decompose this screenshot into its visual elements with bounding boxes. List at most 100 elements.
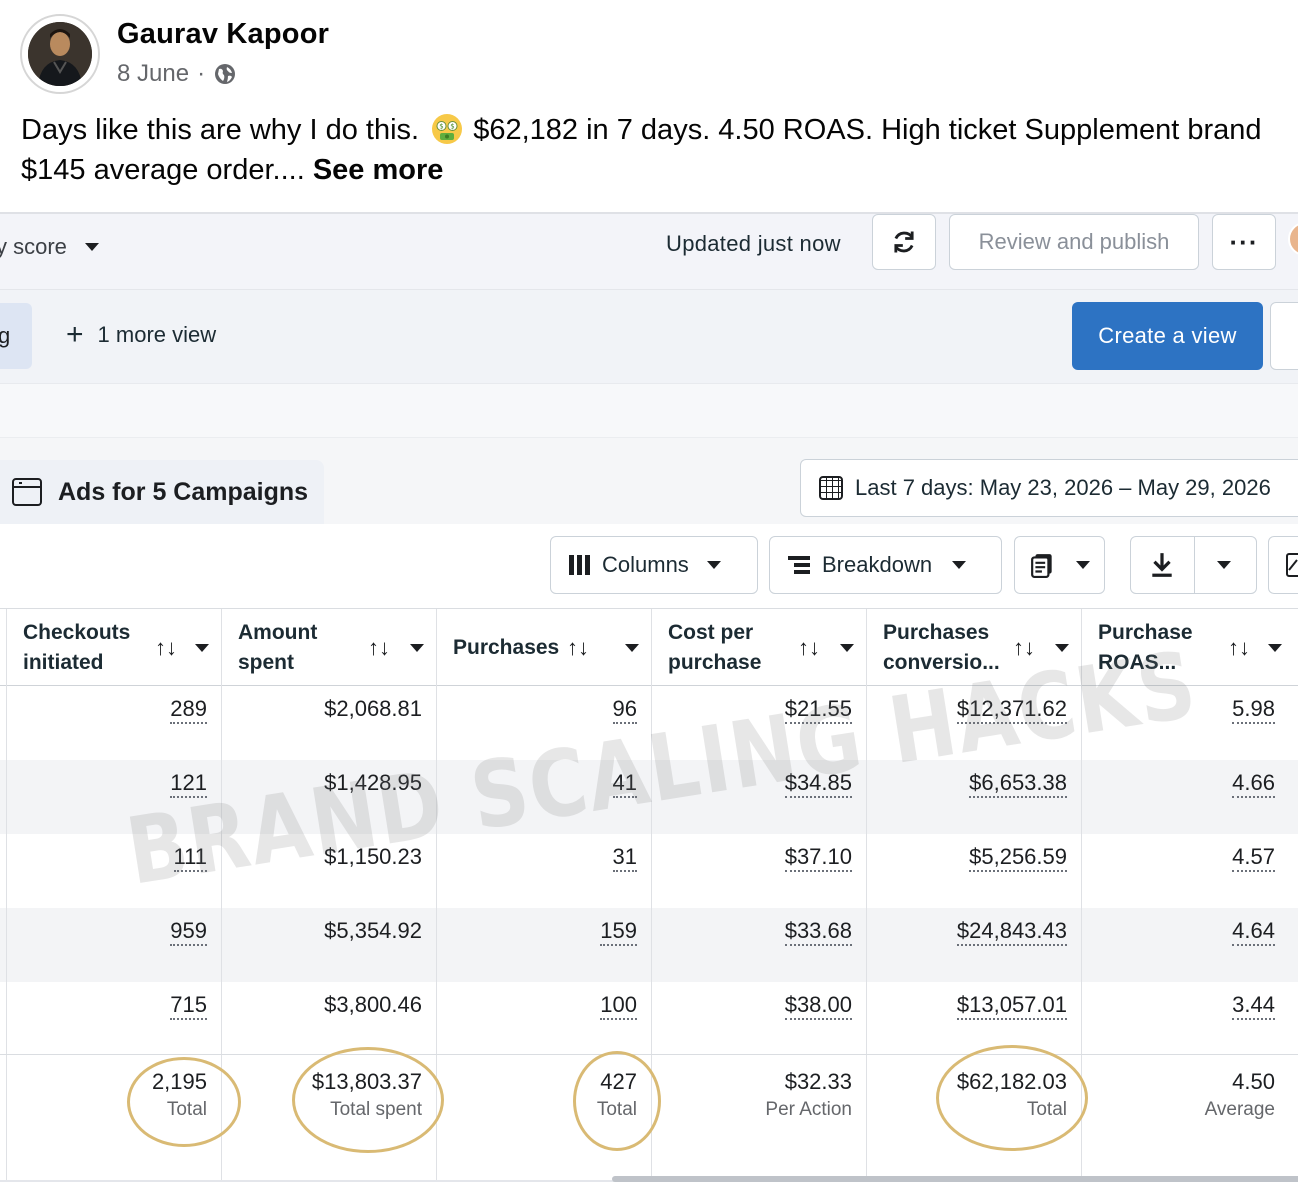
- columns-label: Columns: [602, 552, 689, 577]
- more-options-button[interactable]: ···: [1212, 214, 1276, 270]
- header-amount-spent[interactable]: Amount spent ↑↓: [221, 609, 436, 687]
- table-row: 289 $2,068.81 96 $21.55 $12,371.62 5.98: [0, 686, 1298, 760]
- cell-value: $13,057.01: [956, 992, 1067, 1020]
- cell-value: 715: [170, 992, 207, 1020]
- checkouts-cell[interactable]: 959: [6, 908, 221, 982]
- cost-per-purchase-cell[interactable]: $21.55: [651, 686, 866, 760]
- checkouts-cell[interactable]: 715: [6, 982, 221, 1056]
- cell-value: $5,256.59: [969, 844, 1067, 872]
- quality-score-dropdown[interactable]: y score: [0, 234, 99, 260]
- conversion-value-cell[interactable]: $24,843.43: [866, 908, 1081, 982]
- purchases-cell[interactable]: 100: [436, 982, 651, 1056]
- ads-table: Checkouts initiated ↑↓ Amount spent ↑↓ Pur…: [0, 608, 1298, 1182]
- header-purchases-conversion[interactable]: Purchases conversio... ↑↓: [866, 609, 1081, 687]
- table-row: 959 $5,354.92 159 $33.68 $24,843.43 4.64: [0, 908, 1298, 982]
- campaigns-tab-label: Ads for 5 Campaigns: [58, 477, 309, 506]
- purchases-cell[interactable]: 31: [436, 834, 651, 908]
- table-toolbar: Columns Breakdown: [0, 524, 1298, 608]
- account-avatar[interactable]: [1288, 222, 1298, 256]
- chevron-down-icon[interactable]: [1268, 644, 1282, 652]
- view-bar: g + 1 more view Create a view: [0, 290, 1298, 384]
- purchases-cell[interactable]: 159: [436, 908, 651, 982]
- cell-value: $1,150.23: [324, 844, 422, 869]
- sort-icon[interactable]: ↑↓: [1228, 635, 1250, 660]
- header-line2: initiated: [23, 651, 104, 674]
- export-button[interactable]: [1130, 536, 1257, 594]
- header-line1: Purchases: [883, 621, 990, 644]
- update-status: Updated just now: [666, 231, 841, 256]
- breakdown-icon: [788, 556, 810, 574]
- purchases-cell[interactable]: 96: [436, 686, 651, 760]
- globe-icon: [215, 64, 236, 84]
- money-mouth-emoji-icon: $ $: [432, 114, 463, 144]
- conversion-value-cell[interactable]: $5,256.59: [866, 834, 1081, 908]
- author-name[interactable]: Gaurav Kapoor: [117, 18, 330, 50]
- see-more-link[interactable]: See more: [312, 154, 444, 186]
- create-view-button[interactable]: Create a view: [1072, 302, 1263, 370]
- cell-value: 4.64: [1232, 918, 1275, 946]
- header-cost-per-purchase[interactable]: Cost per purchase ↑↓: [651, 609, 866, 687]
- date-range-picker[interactable]: Last 7 days: May 23, 2026 – May 29, 2026: [800, 459, 1298, 517]
- totals-row: 2,195 Total $13,803.37 Total spent 427 T…: [0, 1045, 1298, 1181]
- review-and-publish-button[interactable]: Review and publish: [949, 214, 1199, 270]
- sort-icon[interactable]: ↑↓: [567, 635, 589, 660]
- overflow-button[interactable]: [1270, 302, 1298, 370]
- view-tab[interactable]: g: [0, 303, 32, 369]
- conversion-value-cell[interactable]: $12,371.62: [866, 686, 1081, 760]
- total-value: 4.50: [1232, 1069, 1275, 1094]
- more-views-label: 1 more view: [97, 322, 217, 347]
- refresh-button[interactable]: [872, 214, 936, 270]
- cell-value: 289: [170, 696, 207, 724]
- sort-icon[interactable]: ↑↓: [368, 635, 390, 660]
- roas-cell[interactable]: 3.44: [1081, 982, 1289, 1056]
- checkouts-cell[interactable]: 111: [6, 834, 221, 908]
- window-icon: [12, 478, 42, 506]
- cost-per-purchase-cell[interactable]: $37.10: [651, 834, 866, 908]
- cell-value: 159: [600, 918, 637, 946]
- chevron-down-icon[interactable]: [840, 644, 854, 652]
- post-date[interactable]: 8 June: [117, 60, 190, 87]
- sort-icon[interactable]: ↑↓: [155, 635, 177, 660]
- header-checkouts-initiated[interactable]: Checkouts initiated ↑↓: [6, 609, 221, 687]
- chevron-down-icon[interactable]: [1055, 644, 1069, 652]
- roas-cell[interactable]: 4.66: [1081, 760, 1289, 834]
- campaigns-tab[interactable]: Ads for 5 Campaigns: [0, 460, 324, 524]
- amount-spent-cell: $5,354.92: [221, 908, 436, 982]
- more-views-button[interactable]: + 1 more view: [66, 320, 217, 350]
- button-divider: [1194, 537, 1195, 593]
- roas-cell[interactable]: 5.98: [1081, 686, 1289, 760]
- chevron-down-icon[interactable]: [625, 644, 639, 652]
- cell-value: $37.10: [784, 844, 852, 872]
- conversion-value-cell[interactable]: $13,057.01: [866, 982, 1081, 1056]
- sort-icon[interactable]: ↑↓: [1013, 635, 1035, 660]
- chevron-down-icon[interactable]: [195, 644, 209, 652]
- chart-button[interactable]: [1268, 536, 1298, 594]
- horizontal-scrollbar[interactable]: [612, 1176, 1298, 1182]
- conversion-value-cell[interactable]: $6,653.38: [866, 760, 1081, 834]
- total-value: $32.33: [784, 1069, 852, 1094]
- cost-per-purchase-cell[interactable]: $38.00: [651, 982, 866, 1056]
- header-purchases[interactable]: Purchases ↑↓: [436, 609, 651, 687]
- table-row: 121 $1,428.95 41 $34.85 $6,653.38 4.66: [0, 760, 1298, 834]
- checkouts-cell[interactable]: 121: [6, 760, 221, 834]
- breakdown-label: Breakdown: [822, 552, 933, 577]
- cost-per-purchase-cell[interactable]: $33.68: [651, 908, 866, 982]
- roas-cell[interactable]: 4.57: [1081, 834, 1289, 908]
- reports-button[interactable]: [1014, 536, 1105, 594]
- header-purchase-roas[interactable]: Purchase ROAS... ↑↓: [1081, 609, 1296, 687]
- columns-button[interactable]: Columns: [550, 536, 758, 594]
- avatar-photo: [28, 22, 92, 86]
- cell-value: 4.66: [1232, 770, 1275, 798]
- author-avatar[interactable]: [20, 14, 100, 94]
- cell-value: $5,354.92: [324, 918, 422, 943]
- amount-spent-cell: $1,150.23: [221, 834, 436, 908]
- checkouts-cell[interactable]: 289: [6, 686, 221, 760]
- cost-per-purchase-cell[interactable]: $34.85: [651, 760, 866, 834]
- chevron-down-icon[interactable]: [410, 644, 424, 652]
- top-bar: y score Updated just now Review and publ…: [0, 212, 1298, 290]
- cell-value: 100: [600, 992, 637, 1020]
- breakdown-button[interactable]: Breakdown: [769, 536, 1002, 594]
- roas-cell[interactable]: 4.64: [1081, 908, 1289, 982]
- sort-icon[interactable]: ↑↓: [798, 635, 820, 660]
- purchases-cell[interactable]: 41: [436, 760, 651, 834]
